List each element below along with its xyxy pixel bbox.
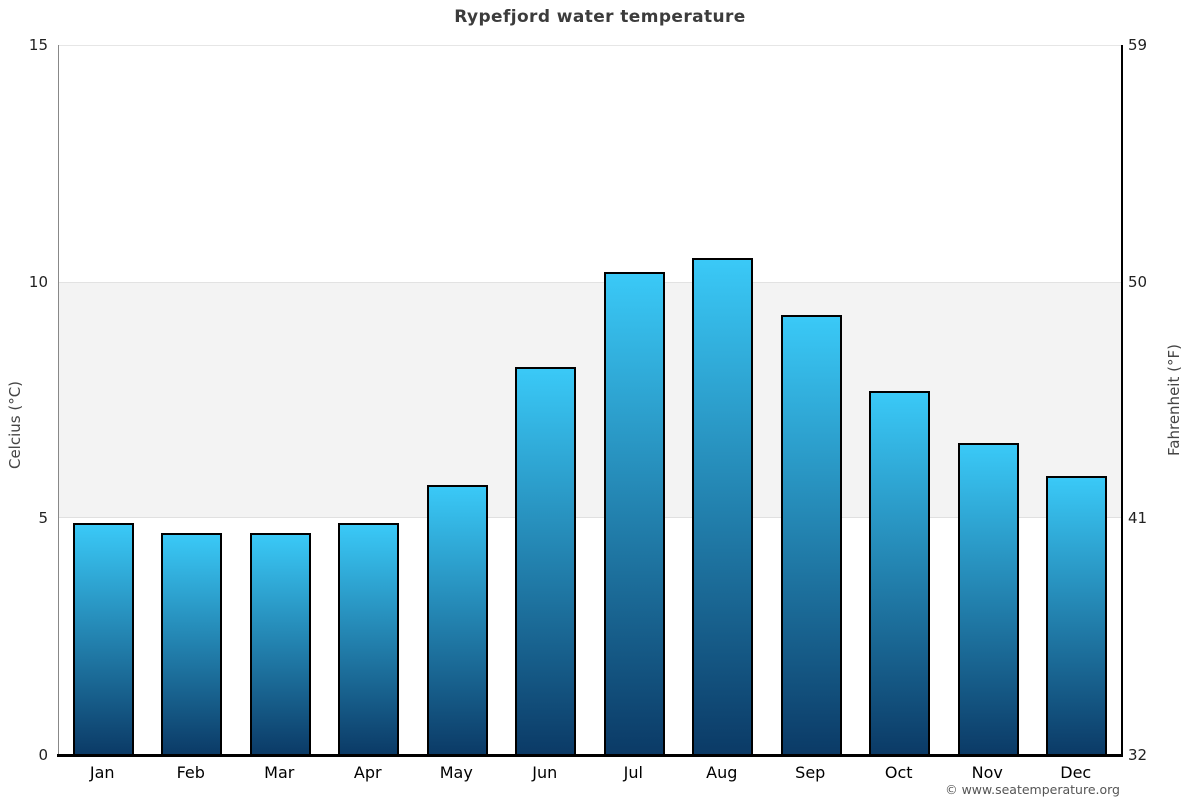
bar-nov[interactable]	[957, 442, 1019, 755]
bar-jan[interactable]	[72, 523, 134, 755]
x-axis-labels: Jan Feb Mar Apr May Jun Jul Aug Sep Oct Nov Dec	[58, 763, 1120, 782]
x-axis-label-dec: Dec	[1060, 763, 1092, 782]
bar-series	[59, 45, 1121, 755]
chart-title: Rypefjord water temperature	[454, 7, 746, 27]
bar-slot-nov	[944, 45, 1033, 755]
x-axis-label-apr: Apr	[353, 763, 382, 782]
shaded-band-5-to-10	[59, 281, 1121, 519]
fahrenheit-tick-41: 41	[1128, 509, 1148, 528]
celsius-tick-15: 15	[28, 36, 48, 54]
celsius-tick-5: 5	[38, 509, 48, 528]
bar-slot-oct	[856, 45, 945, 755]
fahrenheit-tick-50: 50	[1128, 272, 1148, 291]
x-axis-label-jan: Jan	[89, 763, 115, 782]
x-axis-label-nov: Nov	[971, 763, 1003, 782]
x-axis-line	[57, 754, 1123, 757]
bar-slot-dec	[1033, 45, 1122, 755]
x-axis-label-mar: Mar	[264, 763, 295, 782]
fahrenheit-tick-59: 59	[1128, 36, 1148, 54]
plot-area	[57, 45, 1123, 757]
bar-sep[interactable]	[780, 314, 842, 755]
bar-slot-jun	[502, 45, 591, 755]
fahrenheit-tick-32: 32	[1128, 746, 1148, 764]
bar-feb[interactable]	[161, 532, 223, 755]
bar-slot-aug	[679, 45, 768, 755]
bar-slot-mar	[236, 45, 325, 755]
fahrenheit-axis-title: Fahrenheit (°F)	[1165, 344, 1183, 456]
x-axis-label-may: May	[439, 763, 473, 782]
bar-oct[interactable]	[869, 390, 931, 755]
x-axis-label-jun: Jun	[532, 763, 558, 782]
celsius-tick-10: 10	[28, 272, 48, 291]
x-axis-label-oct: Oct	[884, 763, 913, 782]
bar-slot-jan	[59, 45, 148, 755]
x-axis-label-feb: Feb	[176, 763, 205, 782]
bar-apr[interactable]	[338, 523, 400, 755]
bar-jun[interactable]	[515, 366, 577, 755]
x-axis-label-sep: Sep	[795, 763, 826, 782]
bar-may[interactable]	[426, 485, 488, 755]
bar-slot-jul	[590, 45, 679, 755]
top-gridline	[59, 45, 1121, 46]
bar-dec[interactable]	[1046, 475, 1108, 755]
bar-aug[interactable]	[692, 258, 754, 755]
x-axis-label-aug: Aug	[706, 763, 738, 782]
celsius-axis-title: Celcius (°C)	[6, 380, 24, 470]
bar-slot-may	[413, 45, 502, 755]
copyright-attribution: © www.seatemperature.org	[945, 782, 1120, 797]
bar-jul[interactable]	[603, 272, 665, 755]
bar-slot-sep	[767, 45, 856, 755]
bar-slot-apr	[325, 45, 414, 755]
celsius-tick-0: 0	[38, 746, 48, 764]
x-axis-label-jul: Jul	[623, 763, 643, 782]
bar-slot-feb	[148, 45, 237, 755]
bar-mar[interactable]	[249, 532, 311, 755]
